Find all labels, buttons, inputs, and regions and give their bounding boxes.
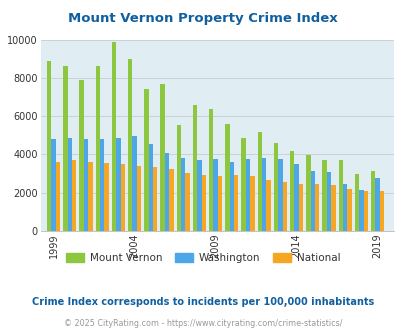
Bar <box>47 61 51 231</box>
Text: Mount Vernon Property Crime Index: Mount Vernon Property Crime Index <box>68 12 337 24</box>
Bar <box>144 89 148 231</box>
Bar <box>322 160 326 231</box>
Bar <box>273 143 277 231</box>
Bar <box>257 132 261 231</box>
Bar <box>79 80 83 231</box>
Bar <box>72 160 76 231</box>
Bar <box>305 155 310 231</box>
Bar <box>95 66 100 231</box>
Bar <box>358 190 363 231</box>
Bar <box>347 189 351 231</box>
Bar <box>100 139 104 231</box>
Bar <box>241 138 245 231</box>
Bar <box>201 175 205 231</box>
Bar <box>192 105 197 231</box>
Bar <box>326 172 330 231</box>
Bar <box>176 125 181 231</box>
Bar <box>197 160 201 231</box>
Bar <box>185 173 189 231</box>
Text: Crime Index corresponds to incidents per 100,000 inhabitants: Crime Index corresponds to incidents per… <box>32 297 373 307</box>
Bar <box>132 136 136 231</box>
Bar <box>160 83 164 231</box>
Bar <box>245 159 249 231</box>
Legend: Mount Vernon, Washington, National: Mount Vernon, Washington, National <box>62 249 343 267</box>
Bar <box>363 191 367 231</box>
Bar <box>128 59 132 231</box>
Bar <box>209 109 213 231</box>
Bar <box>153 167 157 231</box>
Bar <box>354 174 358 231</box>
Bar <box>298 184 303 231</box>
Bar <box>261 158 266 231</box>
Bar <box>330 185 335 231</box>
Bar <box>310 171 314 231</box>
Text: © 2025 CityRating.com - https://www.cityrating.com/crime-statistics/: © 2025 CityRating.com - https://www.city… <box>64 319 341 328</box>
Bar <box>120 164 125 231</box>
Bar <box>67 138 72 231</box>
Bar <box>217 177 222 231</box>
Bar <box>213 159 217 231</box>
Bar <box>379 191 383 231</box>
Bar <box>294 164 298 231</box>
Bar <box>266 180 270 231</box>
Bar <box>277 159 282 231</box>
Bar <box>164 152 169 231</box>
Bar <box>111 42 116 231</box>
Bar <box>136 166 141 231</box>
Bar <box>314 184 319 231</box>
Bar <box>249 177 254 231</box>
Bar <box>63 66 67 231</box>
Bar <box>233 176 238 231</box>
Bar <box>342 184 347 231</box>
Bar <box>289 150 294 231</box>
Bar <box>225 124 229 231</box>
Bar <box>375 178 379 231</box>
Bar <box>148 144 153 231</box>
Bar <box>370 171 375 231</box>
Bar <box>104 163 109 231</box>
Bar <box>51 139 55 231</box>
Bar <box>116 138 120 231</box>
Bar <box>169 169 173 231</box>
Bar <box>83 139 88 231</box>
Bar <box>88 162 92 231</box>
Bar <box>338 160 342 231</box>
Bar <box>282 182 286 231</box>
Bar <box>181 158 185 231</box>
Bar <box>229 162 233 231</box>
Bar <box>55 162 60 231</box>
